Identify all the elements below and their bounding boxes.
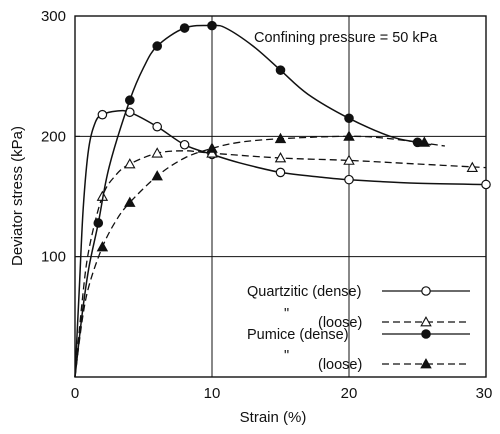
data-point xyxy=(124,196,136,207)
series-line xyxy=(74,135,445,378)
data-point xyxy=(275,65,286,75)
data-point xyxy=(151,170,163,181)
data-point xyxy=(124,158,136,169)
legend-ditto: " xyxy=(284,348,289,364)
x-tick-label: 20 xyxy=(341,385,358,402)
data-point xyxy=(152,41,162,51)
data-point xyxy=(344,174,354,185)
data-point xyxy=(344,113,354,124)
series-3 xyxy=(74,20,432,378)
annotation: Confining pressure = 50 kPa xyxy=(254,30,438,46)
legend-label: Pumice (dense) xyxy=(247,327,349,343)
series-line xyxy=(74,150,487,378)
data-point xyxy=(97,109,108,120)
x-tick-label: 0 xyxy=(71,385,79,402)
legend-item-3: Pumice (dense) xyxy=(247,327,470,343)
data-point xyxy=(466,161,479,173)
y-tick-label: 100 xyxy=(41,249,66,266)
data-point xyxy=(421,329,431,339)
legend-label: Quartzitic (dense) xyxy=(247,284,361,300)
data-point xyxy=(420,358,432,369)
data-point xyxy=(274,152,287,163)
data-point xyxy=(343,154,355,165)
data-point xyxy=(418,136,431,147)
legend-label: (loose) xyxy=(318,315,362,331)
legend-label: (loose) xyxy=(318,357,362,373)
legend-item-2: " (loose) xyxy=(284,306,470,331)
plot-frame xyxy=(74,15,487,378)
x-tick-label: 30 xyxy=(476,385,493,402)
data-point xyxy=(481,179,491,190)
legend-item-1: Quartzitic (dense) xyxy=(247,284,470,300)
data-point xyxy=(96,241,109,252)
data-point xyxy=(343,130,355,141)
ticks: 0 10 20 30 100 200 300 xyxy=(41,8,492,402)
x-axis-label: Strain (%) xyxy=(240,409,307,426)
data-point xyxy=(179,23,190,33)
legend: Quartzitic (dense)"(loose)Pumice (dense)… xyxy=(247,284,470,373)
data-point xyxy=(179,139,190,150)
series-layer xyxy=(74,20,491,378)
legend-ditto: " xyxy=(284,306,289,322)
data-point xyxy=(206,142,218,153)
series-1 xyxy=(74,107,491,378)
grid xyxy=(75,16,486,377)
data-point xyxy=(420,316,432,327)
data-point xyxy=(421,286,431,296)
data-point xyxy=(275,167,286,178)
series-4 xyxy=(74,130,445,378)
data-point xyxy=(151,147,163,158)
legend-item-4: " (loose) xyxy=(284,348,470,373)
y-axis-label: Deviator stress (kPa) xyxy=(9,126,26,266)
x-tick-label: 10 xyxy=(204,385,221,402)
data-point xyxy=(207,20,217,31)
y-tick-label: 300 xyxy=(41,8,66,25)
data-point xyxy=(93,218,104,228)
data-point xyxy=(152,121,162,132)
y-tick-label: 200 xyxy=(41,128,66,145)
data-point xyxy=(125,95,135,106)
data-point xyxy=(274,132,287,144)
